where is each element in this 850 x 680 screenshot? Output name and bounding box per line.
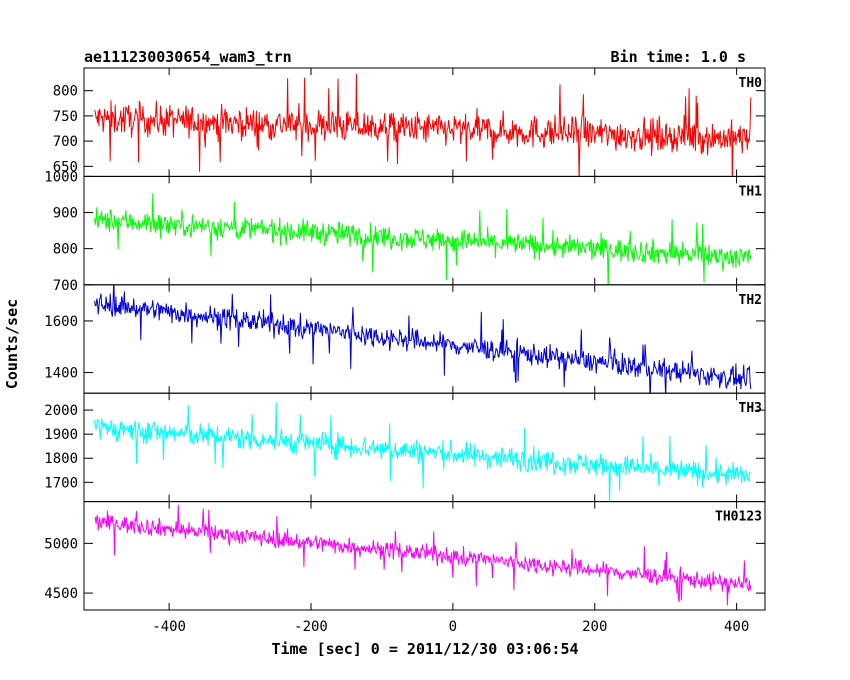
y-tick-label: 750: [53, 109, 78, 125]
panel-th1: 700 800 900 1000 TH1: [44, 169, 766, 294]
x-tick-label: 0: [449, 619, 457, 635]
y-tick-label: 1600: [44, 314, 78, 330]
y-tick-label: 2000: [44, 403, 78, 419]
bin-time-label: Bin time: 1.0 s: [611, 48, 746, 66]
panel-label-th0123: TH0123: [715, 510, 762, 525]
y-tick-label: 1700: [44, 475, 78, 491]
panel-label-th3: TH3: [739, 401, 762, 416]
x-tick-label: 400: [724, 619, 749, 635]
panel-th2: 1400 1600 TH2: [44, 284, 766, 394]
y-tick-label: 1900: [44, 427, 78, 443]
y-tick-label: 1400: [44, 366, 78, 382]
series-th2-line: [94, 284, 752, 394]
y-tick-label: 650: [53, 159, 78, 175]
y-tick-label: 900: [53, 206, 78, 222]
series-th0-line: [94, 73, 752, 177]
y-tick-label: 5000: [44, 536, 78, 552]
series-th0123-line: [94, 504, 752, 606]
x-axis: -400 -200 0 200 400: [152, 619, 749, 635]
y-tick-label: 4500: [44, 586, 78, 602]
panel-label-th0: TH0: [739, 76, 763, 91]
series-th3-line: [94, 402, 752, 502]
x-tick-label: 200: [582, 619, 607, 635]
panel-th0: 650 700 750 800 TH0: [53, 67, 766, 177]
panel-frame: [83, 501, 766, 611]
y-tick-label: 1800: [44, 451, 78, 467]
panel-label-th1: TH1: [739, 184, 763, 199]
y-tick-label: 700: [53, 134, 78, 150]
x-tick-label: -200: [294, 619, 328, 635]
chart-title: ae111230030654_wam3_trn: [84, 48, 292, 66]
y-tick-label: 800: [53, 242, 78, 258]
panel-th3: 1700 1800 1900 2000 TH3: [44, 392, 766, 503]
x-axis-label: Time [sec] 0 = 2011/12/30 03:06:54: [271, 640, 578, 658]
y-tick-label: 1000: [44, 169, 78, 185]
panels-group: 650 700 750 800 TH0 700 800 900 1000 TH1 1400 1600 T…: [44, 67, 766, 611]
panel-label-th2: TH2: [739, 293, 762, 308]
y-axis-label: Counts/sec: [3, 299, 21, 389]
y-tick-label: 800: [53, 84, 78, 100]
y-tick-label: 700: [53, 278, 78, 294]
series-th1-line: [94, 193, 752, 285]
panel-th0123: 4500 5000 TH0123: [44, 501, 766, 611]
x-tick-label: -400: [152, 619, 186, 635]
